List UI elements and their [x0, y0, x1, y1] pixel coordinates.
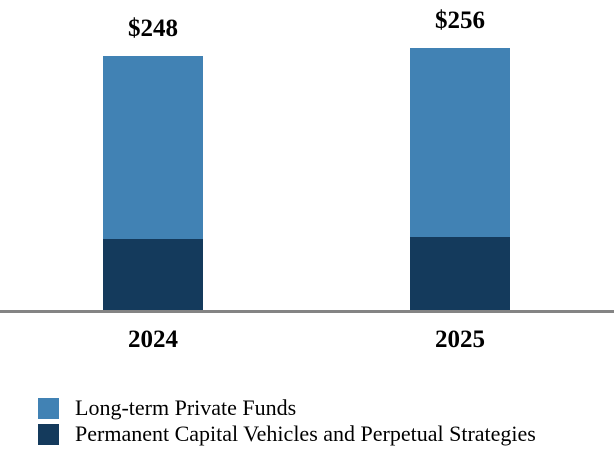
- bar-group-2024: $248: [103, 15, 203, 311]
- bar-segment-long-term-private-funds: [103, 56, 203, 239]
- bar-stack: [103, 56, 203, 311]
- x-axis-line: [0, 310, 614, 313]
- bar-group-2025: $256: [410, 7, 510, 311]
- x-axis-label-2025: 2025: [435, 326, 485, 353]
- legend-label: Long-term Private Funds: [75, 395, 297, 420]
- chart-legend: Long-term Private Funds Permanent Capita…: [38, 395, 536, 447]
- legend-item-long-term-private-funds: Long-term Private Funds: [38, 395, 536, 421]
- legend-label: Permanent Capital Vehicles and Perpetual…: [75, 421, 536, 446]
- legend-item-permanent-capital: Permanent Capital Vehicles and Perpetual…: [38, 421, 536, 447]
- bar-segment-long-term-private-funds: [410, 48, 510, 237]
- bar-stack: [410, 48, 510, 311]
- legend-swatch: [38, 423, 59, 445]
- bar-value-label: $256: [435, 7, 485, 34]
- bar-segment-permanent-capital: [103, 239, 203, 311]
- legend-swatch: [38, 397, 59, 419]
- x-axis-label-2024: 2024: [128, 326, 178, 353]
- bar-value-label: $248: [128, 15, 178, 42]
- bar-segment-permanent-capital: [410, 237, 510, 311]
